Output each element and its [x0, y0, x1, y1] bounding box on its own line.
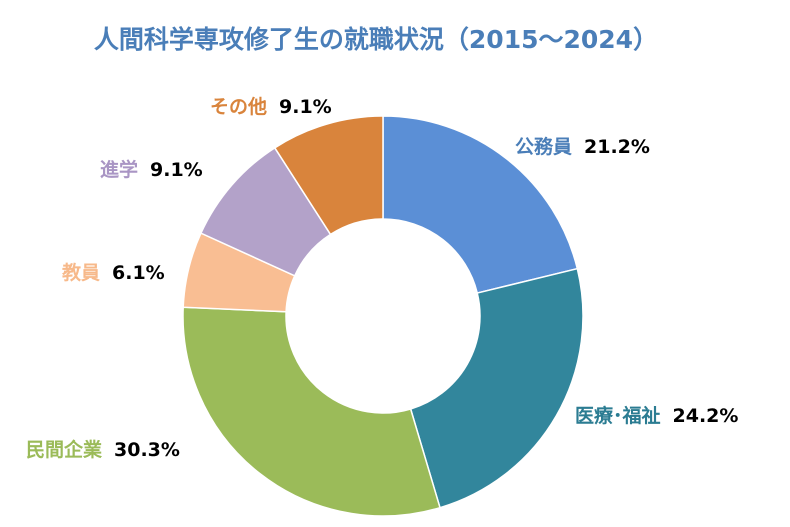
slice-value-4: 9.1% — [150, 159, 203, 181]
slice-category-1: 医療･福祉 — [575, 404, 661, 427]
slice-category-2: 民間企業 — [26, 438, 103, 461]
slice-1 — [409, 267, 584, 509]
slice-value-0: 21.2% — [584, 136, 650, 158]
slices-group — [182, 115, 584, 517]
slice-category-5: その他 — [210, 95, 267, 118]
slice-value-5: 9.1% — [279, 96, 332, 118]
slice-category-0: 公務員 — [515, 135, 572, 158]
slice-label-1: 医療･福祉 24.2% — [575, 404, 738, 427]
slice-label-5: その他 9.1% — [210, 95, 332, 118]
slice-label-0: 公務員 21.2% — [515, 135, 650, 158]
labels-group: 公務員 21.2%医療･福祉 24.2%民間企業 30.3%教員 6.1%進学 9.1%そ… — [26, 95, 738, 461]
slice-5 — [273, 115, 384, 236]
slice-value-1: 24.2% — [673, 405, 739, 427]
slice-label-4: 進学 9.1% — [100, 158, 203, 181]
slice-label-3: 教員 6.1% — [62, 261, 165, 284]
slice-0 — [382, 115, 579, 294]
slice-2 — [182, 306, 441, 517]
chart-title: 人間科学専攻修了生の就職状況（2015～2024） — [94, 25, 658, 54]
slice-label-2: 民間企業 30.3% — [26, 438, 180, 461]
slice-category-4: 進学 — [100, 158, 138, 181]
slice-category-3: 教員 — [62, 261, 100, 284]
slice-value-2: 30.3% — [114, 439, 180, 461]
slice-value-3: 6.1% — [112, 262, 165, 284]
